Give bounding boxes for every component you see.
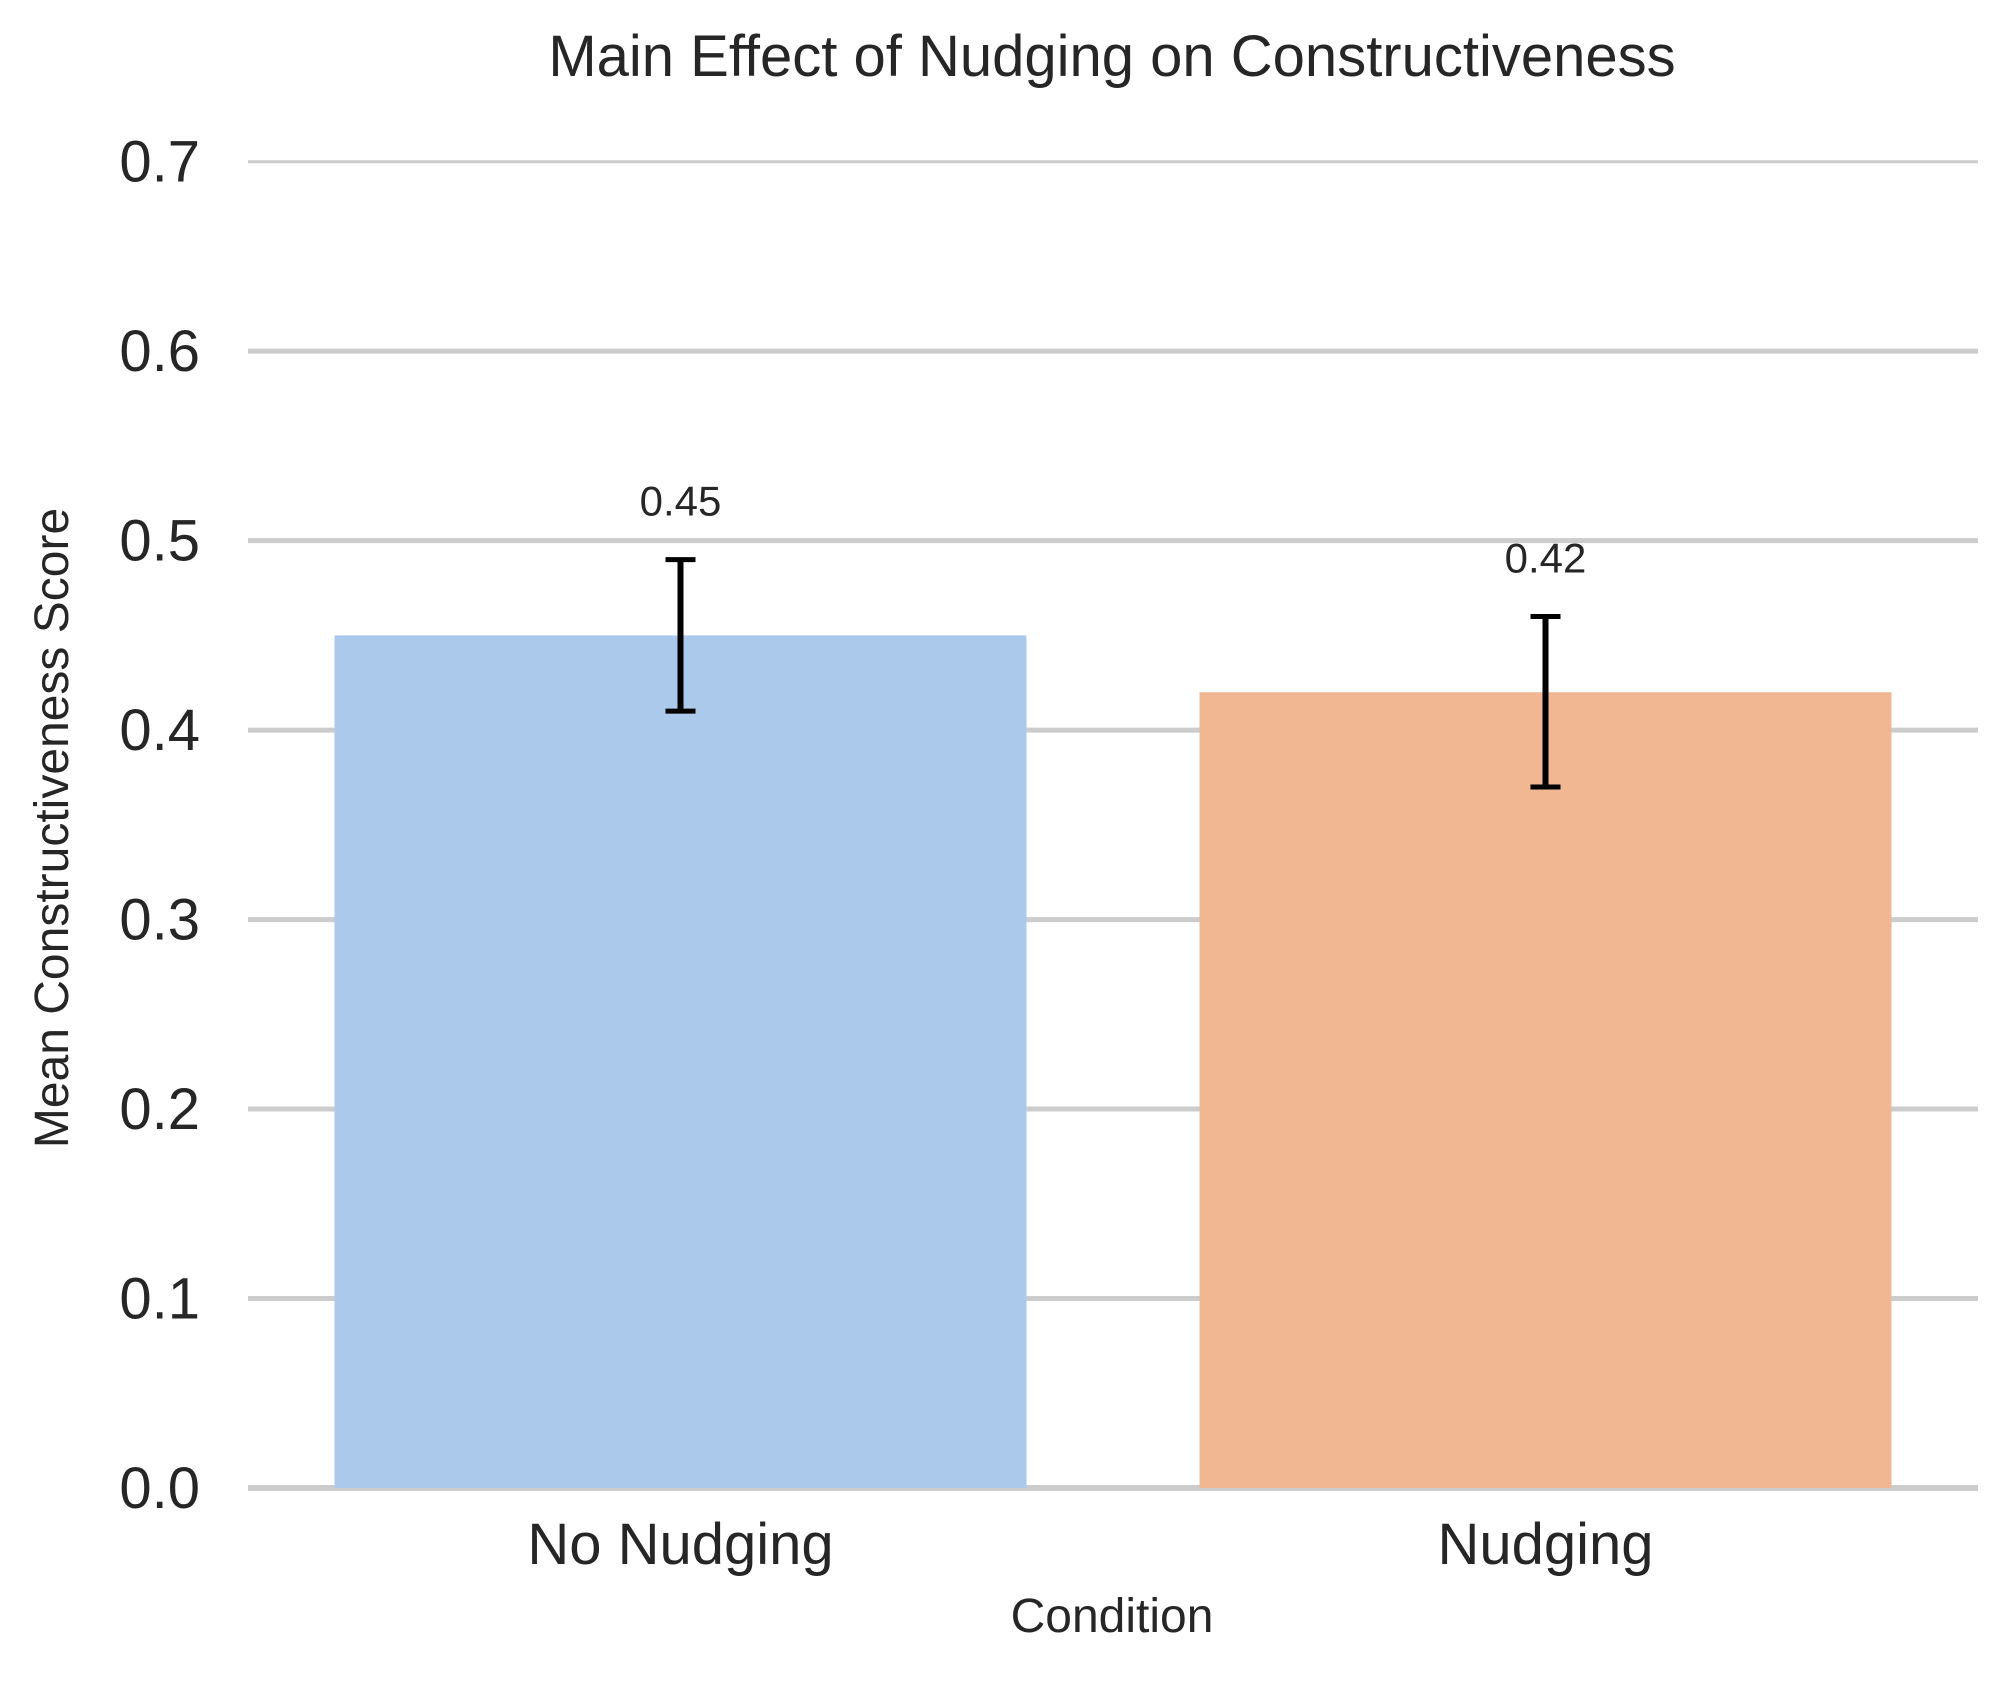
error-bars bbox=[665, 557, 1561, 790]
bar bbox=[334, 635, 1027, 1488]
y-tick-label: 0.4 bbox=[119, 698, 200, 763]
data-labels: 0.45 0.42 bbox=[640, 478, 1587, 582]
bars bbox=[334, 635, 1892, 1488]
y-tick-label: 0.2 bbox=[119, 1077, 200, 1142]
x-tick-label: Nudging bbox=[1437, 1512, 1653, 1577]
y-tick-label: 0.5 bbox=[119, 509, 200, 574]
y-tick-label: 0.0 bbox=[119, 1456, 200, 1521]
y-tick-label: 0.7 bbox=[119, 130, 200, 195]
y-axis-label: Mean Constructiveness Score bbox=[26, 508, 79, 1148]
chart-title: Main Effect of Nudging on Constructivene… bbox=[548, 24, 1675, 89]
y-tick-label: 0.6 bbox=[119, 319, 200, 384]
y-tick-label: 0.3 bbox=[119, 888, 200, 953]
error-bar bbox=[665, 557, 696, 714]
data-label: 0.45 bbox=[640, 478, 722, 525]
error-bar bbox=[1530, 613, 1561, 790]
data-label: 0.42 bbox=[1505, 534, 1587, 581]
y-tick-label: 0.1 bbox=[119, 1267, 200, 1332]
y-axis-ticks: 0.0 0.1 0.2 0.3 0.4 0.5 0.6 0.7 bbox=[119, 130, 200, 1521]
x-axis-label: Condition bbox=[1011, 1590, 1214, 1643]
x-tick-label: No Nudging bbox=[527, 1512, 833, 1577]
bar bbox=[1199, 692, 1892, 1488]
x-axis-ticks: No Nudging Nudging bbox=[527, 1512, 1653, 1577]
